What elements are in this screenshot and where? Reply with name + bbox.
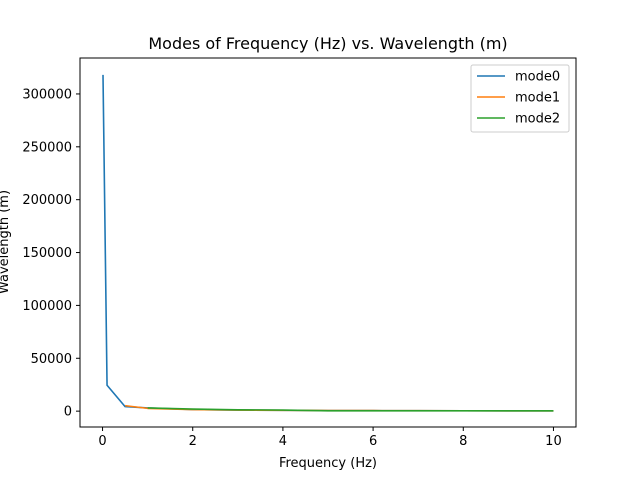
y-axis: 0 50000 100000 150000 200000 250000 300000 [22, 87, 80, 420]
plot-frame [79, 57, 577, 428]
y-tick-label: 50000 [31, 352, 72, 367]
x-tick-label: 10 [545, 434, 562, 449]
series-line-mode2 [147, 407, 554, 412]
y-tick-label: 300000 [22, 87, 72, 102]
y-axis-label: Wavelength (m) [0, 190, 12, 294]
x-tick-label: 2 [189, 434, 197, 449]
plot-lines [102, 74, 554, 412]
x-tick-label: 0 [98, 434, 106, 449]
y-tick-label: 250000 [22, 140, 72, 155]
legend-label-mode0: mode0 [515, 70, 560, 85]
x-tick-label: 6 [369, 434, 377, 449]
chart-title: Modes of Frequency (Hz) vs. Wavelength (… [148, 34, 507, 53]
x-tick-label: 4 [279, 434, 287, 449]
y-tick-label: 100000 [22, 299, 72, 314]
legend: mode0 mode1 mode2 [470, 64, 570, 133]
x-tick-label: 8 [459, 434, 467, 449]
x-axis-label: Frequency (Hz) [279, 456, 377, 471]
legend-label-mode2: mode2 [515, 112, 560, 127]
x-axis: 0 2 4 6 8 10 [98, 427, 562, 449]
y-tick-label: 150000 [22, 246, 72, 261]
y-tick-label: 200000 [22, 193, 72, 208]
legend-label-mode1: mode1 [515, 91, 560, 106]
legend-box [470, 64, 570, 133]
y-tick-label: 0 [64, 405, 72, 420]
